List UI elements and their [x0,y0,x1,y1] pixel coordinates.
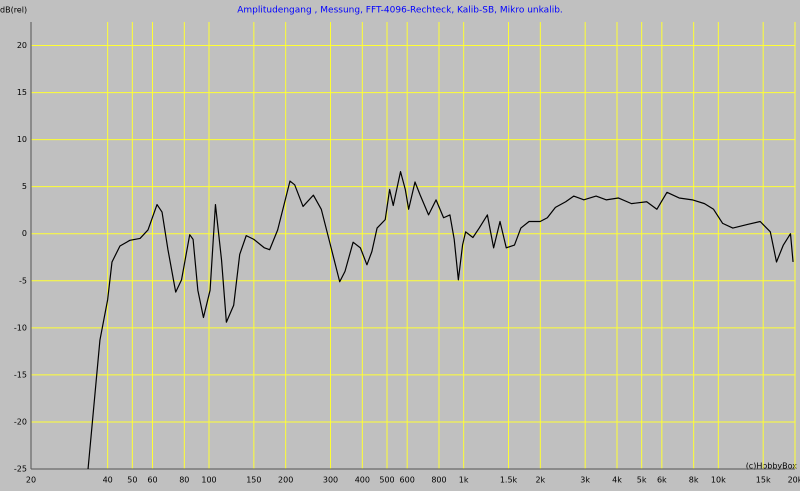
annotation: (c)HobbyBox [746,462,798,471]
x-tick-label: 80 [179,476,189,485]
x-tick-label: 200 [278,476,293,485]
x-tick-label: 500 [379,476,394,485]
y-tick-label: 15 [17,88,27,97]
x-tick-label: 1k [459,476,469,485]
x-tick-label: 100 [201,476,216,485]
y-tick-label: -25 [14,465,27,474]
y-tick-label: 5 [22,182,27,191]
x-tick-label: 5k [637,476,647,485]
x-tick-label: 60 [147,476,157,485]
x-tick-label: 8k [689,476,699,485]
x-tick-label: 50 [127,476,137,485]
x-tick-label: 150 [246,476,261,485]
y-tick-label: -15 [14,370,27,379]
y-axis-label: dB(rel) [0,6,27,15]
x-tick-label: 40 [103,476,113,485]
x-tick-label: 20 [26,476,36,485]
x-tick-label: 600 [400,476,415,485]
y-tick-label: 20 [17,41,27,50]
x-tick-label: 6k [657,476,667,485]
x-tick-label: 800 [431,476,446,485]
y-tick-label: 0 [22,229,27,238]
x-tick-label: 300 [323,476,338,485]
x-tick-label: 15k [756,476,771,485]
y-tick-label: -10 [14,323,27,332]
x-tick-label: 4k [612,476,622,485]
y-tick-label: -5 [19,276,27,285]
x-tick-label: 400 [355,476,370,485]
data-line [87,171,794,470]
x-tick-label: 3k [580,476,590,485]
y-tick-label: 10 [17,135,27,144]
x-tick-label: 10k [711,476,726,485]
x-tick-label: 1.5k [500,476,518,485]
x-tick-label: 20k [788,476,800,485]
x-tick-label: 2k [535,476,545,485]
chart-title: Amplitudengang , Messung, FFT-4096-Recht… [237,6,563,16]
y-tick-label: -20 [14,417,27,426]
